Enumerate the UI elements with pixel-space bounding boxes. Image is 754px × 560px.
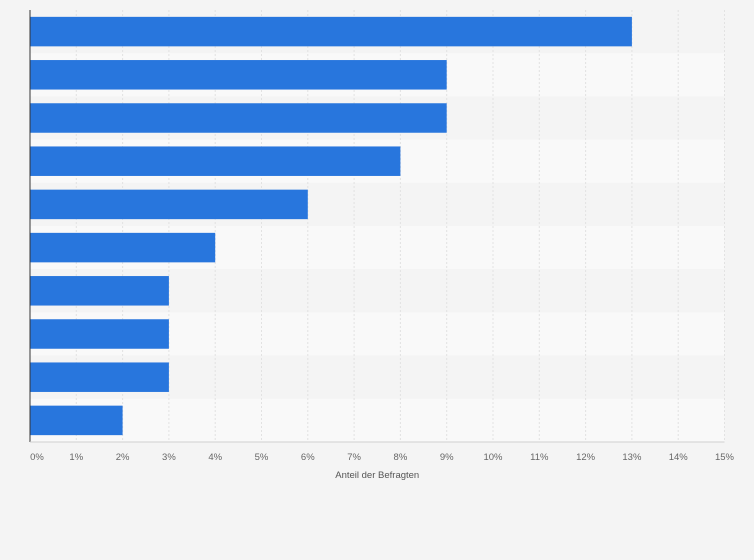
x-axis-title: Anteil der Befragten [335,470,419,481]
x-tick-label: 0% [30,452,44,463]
x-tick-label: 2% [116,452,130,463]
bar [30,362,169,392]
bars [30,16,632,436]
x-tick-label: 8% [394,452,408,463]
x-tick-label: 5% [255,452,269,463]
x-tick-labels: 0% 1% 2% 3% 4% 5% 6% 7% 8% 9% 10% 11% 12% 13% 14% 15% [30,452,734,463]
bar [30,276,169,306]
bar [30,16,632,47]
x-tick-label: 11% [530,452,549,463]
x-tick-label: 9% [440,452,454,463]
bar [30,146,401,176]
bar [30,319,169,349]
x-tick-label: 15% [715,452,735,463]
bar [30,60,447,90]
x-tick-label: 6% [301,452,315,463]
bar [30,189,308,220]
bar [30,405,123,436]
x-tick-label: 7% [347,452,361,463]
x-tick-label: 14% [669,452,689,463]
x-tick-label: 1% [69,452,83,463]
x-tick-label: 4% [208,452,222,463]
bar [30,103,447,133]
x-tick-label: 3% [162,452,176,463]
row-band [30,398,725,442]
bar [30,232,216,263]
axes [29,10,725,443]
x-tick-label: 10% [483,452,503,463]
x-tick-label: 13% [622,452,642,463]
x-tick-label: 12% [576,452,596,463]
